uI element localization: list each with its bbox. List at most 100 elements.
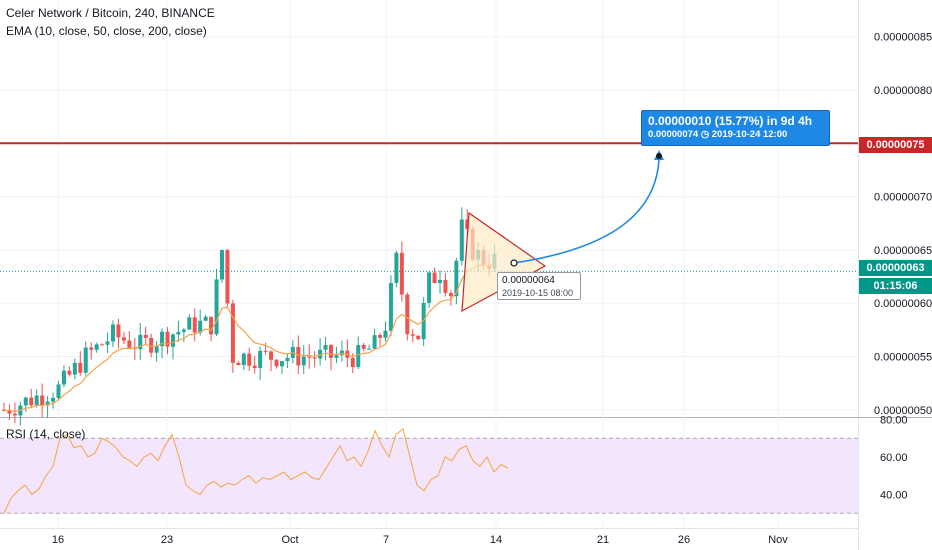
candle-body xyxy=(176,331,181,335)
time-axis-label: 16 xyxy=(52,534,64,546)
candle-body xyxy=(454,260,459,297)
candle-body xyxy=(83,347,88,373)
candle-body xyxy=(78,362,83,373)
candle-body xyxy=(12,413,17,416)
candle-body xyxy=(154,346,159,353)
candle-body xyxy=(285,357,290,362)
price-axis-label: 0.00000050 xyxy=(874,405,932,417)
candle-body xyxy=(100,344,105,346)
rsi-axis-label: 60.00 xyxy=(880,452,908,464)
candle-body xyxy=(121,337,126,341)
projection-end-handle[interactable] xyxy=(656,153,662,159)
measure-change: 0.00000010 (15.77%) in 9d 4h xyxy=(648,114,813,128)
candle-body xyxy=(334,355,339,358)
candle-body xyxy=(127,340,132,348)
candle-body xyxy=(432,272,437,284)
time-axis-label: Oct xyxy=(281,534,298,546)
candle-body xyxy=(45,401,50,406)
candle-body xyxy=(438,279,442,284)
candle-body xyxy=(51,397,56,402)
candle-body xyxy=(241,353,246,366)
candle-body xyxy=(214,279,219,335)
candle-body xyxy=(111,324,115,342)
candle-body xyxy=(459,219,464,261)
candle-body xyxy=(399,252,404,295)
price-axis-label: 0.00000070 xyxy=(874,192,932,204)
candle-body xyxy=(465,219,470,229)
candle-body xyxy=(350,357,355,368)
price-axis-label: 0.00000060 xyxy=(874,298,932,310)
price-range-measure-label[interactable]: 0.00000010 (15.77%) in 9d 4h 0.00000074 … xyxy=(641,110,830,146)
candle-body xyxy=(323,345,328,350)
candle-body xyxy=(443,279,448,293)
candle-body xyxy=(165,331,170,347)
candle-body xyxy=(361,344,366,349)
rsi-line xyxy=(3,427,509,514)
candle-body xyxy=(181,329,186,332)
candle-body xyxy=(356,344,361,368)
candle-body xyxy=(34,395,39,406)
time-axis-label: 21 xyxy=(597,534,609,546)
candle-body xyxy=(296,346,301,366)
candle-body xyxy=(263,350,268,352)
candle-body xyxy=(329,345,333,358)
candle-body xyxy=(410,334,415,336)
candle-body xyxy=(105,341,110,345)
candle-body xyxy=(61,370,66,385)
measure-target: 0.00000074 ◷ 2019-10-24 12:00 xyxy=(648,129,788,140)
projection-start-handle[interactable] xyxy=(510,259,518,267)
projection-arrow[interactable] xyxy=(513,159,660,264)
time-axis-label: 26 xyxy=(678,534,690,546)
rsi-axis-label: 40.00 xyxy=(880,490,908,502)
tooltip-date: 2019-10-15 08:00 xyxy=(502,288,574,298)
time-axis-label: 23 xyxy=(161,534,173,546)
candle-body xyxy=(405,294,410,335)
candle-body xyxy=(89,347,94,350)
last-price-tag: 0.00000063 xyxy=(859,260,932,276)
candle-body xyxy=(252,365,257,369)
time-axis-label: Nov xyxy=(768,534,788,546)
candle-body xyxy=(339,350,344,356)
candle-body xyxy=(378,335,383,338)
rsi-legend[interactable]: RSI (14, close) xyxy=(6,427,86,441)
anchor-tooltip: 0.00000064 2019-10-15 08:00 xyxy=(497,272,581,300)
ema-legend[interactable]: EMA (10, close, 50, close, 200, close) xyxy=(6,24,207,38)
candle-body xyxy=(149,337,154,353)
candle-body xyxy=(394,252,399,283)
candle-body xyxy=(269,351,274,360)
candle-body xyxy=(220,250,224,280)
candle-body xyxy=(372,335,377,349)
candle-body xyxy=(29,397,34,406)
candle-body xyxy=(301,356,306,366)
candle-body xyxy=(23,397,28,406)
candle-body xyxy=(7,410,12,414)
candle-body xyxy=(416,335,421,340)
candle-body xyxy=(448,292,453,297)
candle-body xyxy=(198,320,203,333)
candle-body xyxy=(40,395,45,406)
candle-body xyxy=(192,317,197,333)
tooltip-price: 0.00000064 xyxy=(502,275,555,286)
candle-body xyxy=(230,303,235,363)
candle-body xyxy=(94,344,99,350)
candle-body xyxy=(116,324,121,338)
resistance-price-tag: 0.00000075 xyxy=(859,137,932,153)
candle-body xyxy=(383,330,388,338)
candle-body xyxy=(138,334,143,350)
time-axis-label: 7 xyxy=(383,534,389,546)
price-axis-label: 0.00000065 xyxy=(874,245,932,257)
candle-body xyxy=(72,362,77,375)
candle-body xyxy=(427,272,432,303)
candle-body xyxy=(170,334,175,347)
countdown-tag: 01:15:06 xyxy=(859,278,932,294)
candle-body xyxy=(56,384,61,398)
symbol-legend[interactable]: Celer Network / Bitcoin, 240, BINANCE xyxy=(6,6,215,20)
candle-body xyxy=(209,316,214,335)
candle-body xyxy=(160,331,165,347)
rsi-band xyxy=(0,438,858,514)
price-axis-label: 0.00000055 xyxy=(874,352,932,364)
price-axis-label: 0.00000085 xyxy=(874,32,932,44)
candle-body xyxy=(203,316,208,321)
price-axis-label: 0.00000080 xyxy=(874,85,932,97)
